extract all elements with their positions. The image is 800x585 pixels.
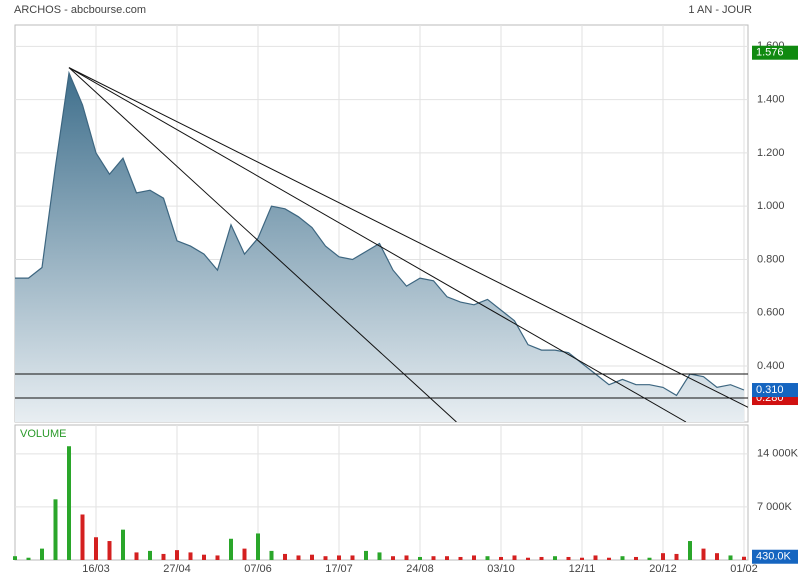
volume-bar: [728, 555, 733, 560]
volume-bar: [377, 552, 382, 560]
volume-bar: [296, 555, 301, 560]
y-tick-label: 1.400: [757, 94, 785, 106]
volume-bar: [269, 550, 274, 560]
x-tick-label: 20/12: [649, 563, 677, 575]
x-tick-label: 12/11: [569, 563, 596, 575]
volume-bar: [553, 556, 557, 560]
overlay: [15, 67, 748, 422]
volume-bar: [26, 557, 31, 560]
volume-bar: [229, 538, 233, 560]
volume-bar: [404, 555, 409, 560]
volume-bar: [175, 550, 179, 560]
volume-bar: [539, 556, 544, 560]
y-tick-label: 0.400: [757, 360, 785, 372]
volume-bar: [661, 553, 665, 560]
price-area: [15, 73, 744, 422]
price-label-box: [752, 383, 798, 398]
volume-bar: [634, 556, 638, 560]
volume-bar: [53, 499, 58, 560]
volume-bar: [283, 553, 287, 560]
volume-bar: [323, 556, 328, 560]
volume-bar: [337, 555, 341, 560]
volume-bar: [134, 552, 139, 560]
x-tick-label: 16/03: [82, 563, 110, 575]
x-tick-label: 17/07: [325, 563, 353, 575]
volume-bar: [445, 556, 449, 560]
volume-bar: [701, 548, 706, 560]
volume-bar: [715, 553, 719, 560]
x-tick-label: 03/10: [487, 563, 515, 575]
volume-bar: [566, 556, 571, 560]
volume-bar: [688, 541, 692, 560]
volume-bar: [13, 556, 17, 560]
volume-bar: [242, 548, 247, 560]
volume-bar: [580, 557, 584, 560]
volume-bar: [431, 556, 436, 560]
volume-label-box: [752, 549, 798, 564]
volume-bar: [364, 550, 368, 560]
volume-bar: [674, 553, 679, 560]
x-tick-label: 07/06: [244, 563, 272, 575]
volume-bar: [148, 550, 152, 560]
y-tick-label: 1.000: [757, 200, 785, 212]
volume-bar: [310, 554, 314, 560]
x-tick-label: 01/02: [730, 563, 758, 575]
price-label: 1.576: [756, 47, 784, 59]
volume-bar: [742, 556, 746, 560]
volume-bar: [472, 555, 476, 560]
trend-line: [68, 67, 687, 422]
title: ARCHOS - abcbourse.com: [14, 4, 146, 16]
volume-bar: [94, 537, 98, 560]
volume-bar: [458, 556, 463, 560]
volume-bar: [80, 514, 85, 560]
x-tick-label: 24/08: [406, 563, 434, 575]
volume-bar: [526, 557, 530, 560]
volume-label: 430.0K: [756, 551, 792, 563]
volume-bar: [40, 548, 44, 560]
volume-bar: [418, 556, 422, 560]
volume-bar: [391, 556, 395, 560]
y-tick-label: 1.200: [757, 147, 785, 159]
trend-line: [68, 67, 748, 408]
volume-bar: [215, 555, 220, 560]
volume-bar: [499, 556, 503, 560]
volume-bar: [512, 555, 517, 560]
y-tick-label: 0.600: [757, 307, 785, 319]
volume-title: VOLUME: [20, 428, 66, 440]
period: 1 AN - JOUR: [688, 4, 752, 16]
price-label-box: [752, 45, 798, 60]
y-tick-label: 0.800: [757, 253, 785, 265]
volume-bar: [107, 541, 112, 560]
volume-bar: [607, 557, 611, 560]
volume-bar: [121, 529, 125, 560]
volume-bar: [256, 533, 260, 560]
volume-bar: [593, 555, 598, 560]
trend-line: [68, 67, 457, 422]
x-tick-label: 27/04: [163, 563, 191, 575]
price-line: [15, 70, 745, 397]
price-label: 0.310: [756, 384, 784, 396]
y-tick-label: 14 000K: [757, 448, 799, 460]
volume-bar: [202, 554, 206, 560]
volume-bar: [620, 556, 625, 560]
y-tick-label: 7 000K: [757, 501, 793, 513]
volume-bar: [350, 555, 355, 560]
volume-bar: [161, 553, 166, 560]
volume-bar: [67, 446, 71, 560]
volume-bar: [485, 556, 490, 560]
volume-bar: [647, 557, 652, 560]
volume-bar: [188, 552, 193, 560]
